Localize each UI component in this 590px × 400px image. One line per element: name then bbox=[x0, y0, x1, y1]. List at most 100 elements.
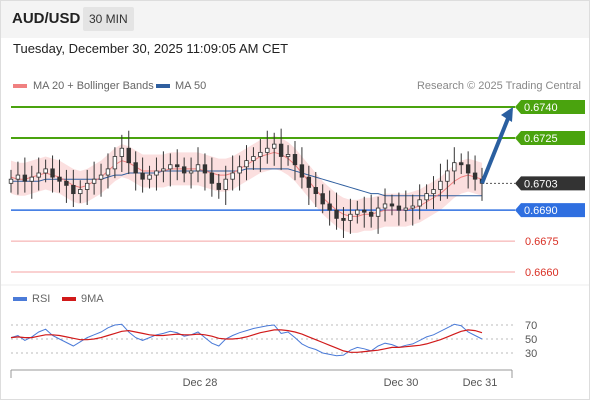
projection-arrow-head bbox=[501, 107, 513, 122]
candle bbox=[119, 134, 125, 172]
candle bbox=[355, 200, 360, 224]
candle bbox=[251, 147, 256, 170]
candle bbox=[209, 157, 215, 197]
legend-ma50-swatch bbox=[156, 84, 170, 88]
rsi-line bbox=[10, 323, 483, 357]
legend-9ma-swatch bbox=[62, 297, 76, 301]
candle bbox=[43, 159, 48, 183]
candle bbox=[472, 155, 478, 191]
candle bbox=[57, 159, 62, 193]
candle-body bbox=[29, 176, 34, 182]
candle-body bbox=[57, 176, 62, 182]
candle bbox=[78, 180, 83, 203]
candle bbox=[348, 198, 353, 234]
candle-body bbox=[36, 172, 41, 178]
candle bbox=[265, 130, 270, 164]
candle-body bbox=[98, 174, 104, 180]
rsi-tick-30: 30 bbox=[525, 348, 537, 360]
candle-body bbox=[258, 151, 263, 157]
level-label-0.6690: 0.6690 bbox=[524, 205, 558, 217]
candle bbox=[292, 141, 298, 181]
candle bbox=[341, 207, 346, 238]
candle bbox=[84, 169, 90, 205]
candle bbox=[112, 147, 118, 179]
candle-body bbox=[327, 203, 332, 211]
candle bbox=[417, 184, 422, 220]
candle-body bbox=[105, 168, 111, 176]
candle bbox=[424, 184, 429, 210]
candle bbox=[175, 149, 180, 181]
candle bbox=[327, 190, 332, 226]
x-tick-label: Dec 31 bbox=[463, 377, 498, 389]
candle bbox=[368, 194, 374, 228]
candle-body bbox=[431, 189, 436, 195]
level-label-0.6703: 0.6703 bbox=[524, 178, 558, 190]
candle-body bbox=[320, 193, 325, 205]
candle-body bbox=[375, 207, 381, 217]
candle-body bbox=[181, 166, 187, 174]
candle-body bbox=[424, 193, 429, 201]
candle-body bbox=[465, 164, 471, 174]
candle-body bbox=[154, 170, 159, 176]
candle-body bbox=[472, 172, 478, 180]
candle bbox=[403, 190, 409, 222]
candle bbox=[362, 196, 367, 228]
candle-body bbox=[403, 207, 409, 211]
candle-body bbox=[334, 209, 339, 219]
level-label-0.6740: 0.6740 bbox=[524, 102, 558, 114]
candle bbox=[126, 130, 131, 175]
candle-body bbox=[459, 162, 464, 166]
candle-body bbox=[195, 164, 201, 172]
candle bbox=[22, 157, 28, 193]
candle bbox=[195, 147, 201, 183]
candle-body bbox=[43, 168, 48, 174]
candle-body bbox=[223, 178, 228, 190]
x-tick-label: Dec 30 bbox=[384, 377, 419, 389]
candle bbox=[313, 171, 318, 208]
candle-body bbox=[362, 209, 367, 213]
timeframe-button[interactable]: 30 MIN bbox=[83, 7, 134, 31]
candle bbox=[181, 157, 187, 183]
candle-body bbox=[133, 162, 138, 174]
symbol-label: AUD/USD bbox=[12, 10, 81, 27]
candle bbox=[431, 176, 436, 210]
candle-body bbox=[175, 164, 180, 168]
candle bbox=[161, 151, 166, 183]
level-tag-0.6690 bbox=[515, 203, 585, 218]
credit-text: Research © 2025 Trading Central bbox=[416, 80, 581, 92]
candle-body bbox=[161, 168, 166, 172]
candle-body bbox=[251, 156, 256, 162]
header-bar: AUD/USD 30 MIN bbox=[0, 0, 590, 38]
level-label-0.6675: 0.6675 bbox=[525, 236, 559, 248]
candle bbox=[272, 132, 277, 166]
candle bbox=[223, 165, 228, 205]
candle-body bbox=[292, 154, 298, 166]
candle-body bbox=[237, 166, 242, 174]
candle-body bbox=[306, 176, 312, 188]
candle-body bbox=[348, 213, 353, 221]
candle-body bbox=[147, 174, 152, 180]
candle bbox=[410, 194, 415, 226]
candle bbox=[91, 161, 97, 195]
candle-body bbox=[272, 143, 277, 149]
rsi-ma-line bbox=[10, 329, 483, 353]
candle bbox=[320, 184, 325, 214]
candle-body bbox=[71, 184, 76, 195]
candle-body bbox=[389, 203, 395, 207]
candle-body bbox=[64, 180, 69, 186]
candle bbox=[154, 157, 159, 191]
candle-body bbox=[445, 170, 450, 182]
candle bbox=[140, 157, 145, 193]
candle bbox=[306, 165, 312, 205]
legend-ma20-swatch bbox=[13, 84, 27, 88]
candle bbox=[168, 153, 173, 187]
rsi-tick-50: 50 bbox=[525, 334, 537, 346]
candle-body bbox=[396, 205, 402, 211]
candle bbox=[15, 161, 21, 195]
candle bbox=[389, 194, 395, 216]
candle-body bbox=[265, 147, 270, 153]
level-tag-0.6740 bbox=[515, 100, 585, 114]
candle-body bbox=[341, 217, 346, 221]
legend-ma20-label: MA 20 + Bollinger Bands bbox=[33, 80, 154, 92]
